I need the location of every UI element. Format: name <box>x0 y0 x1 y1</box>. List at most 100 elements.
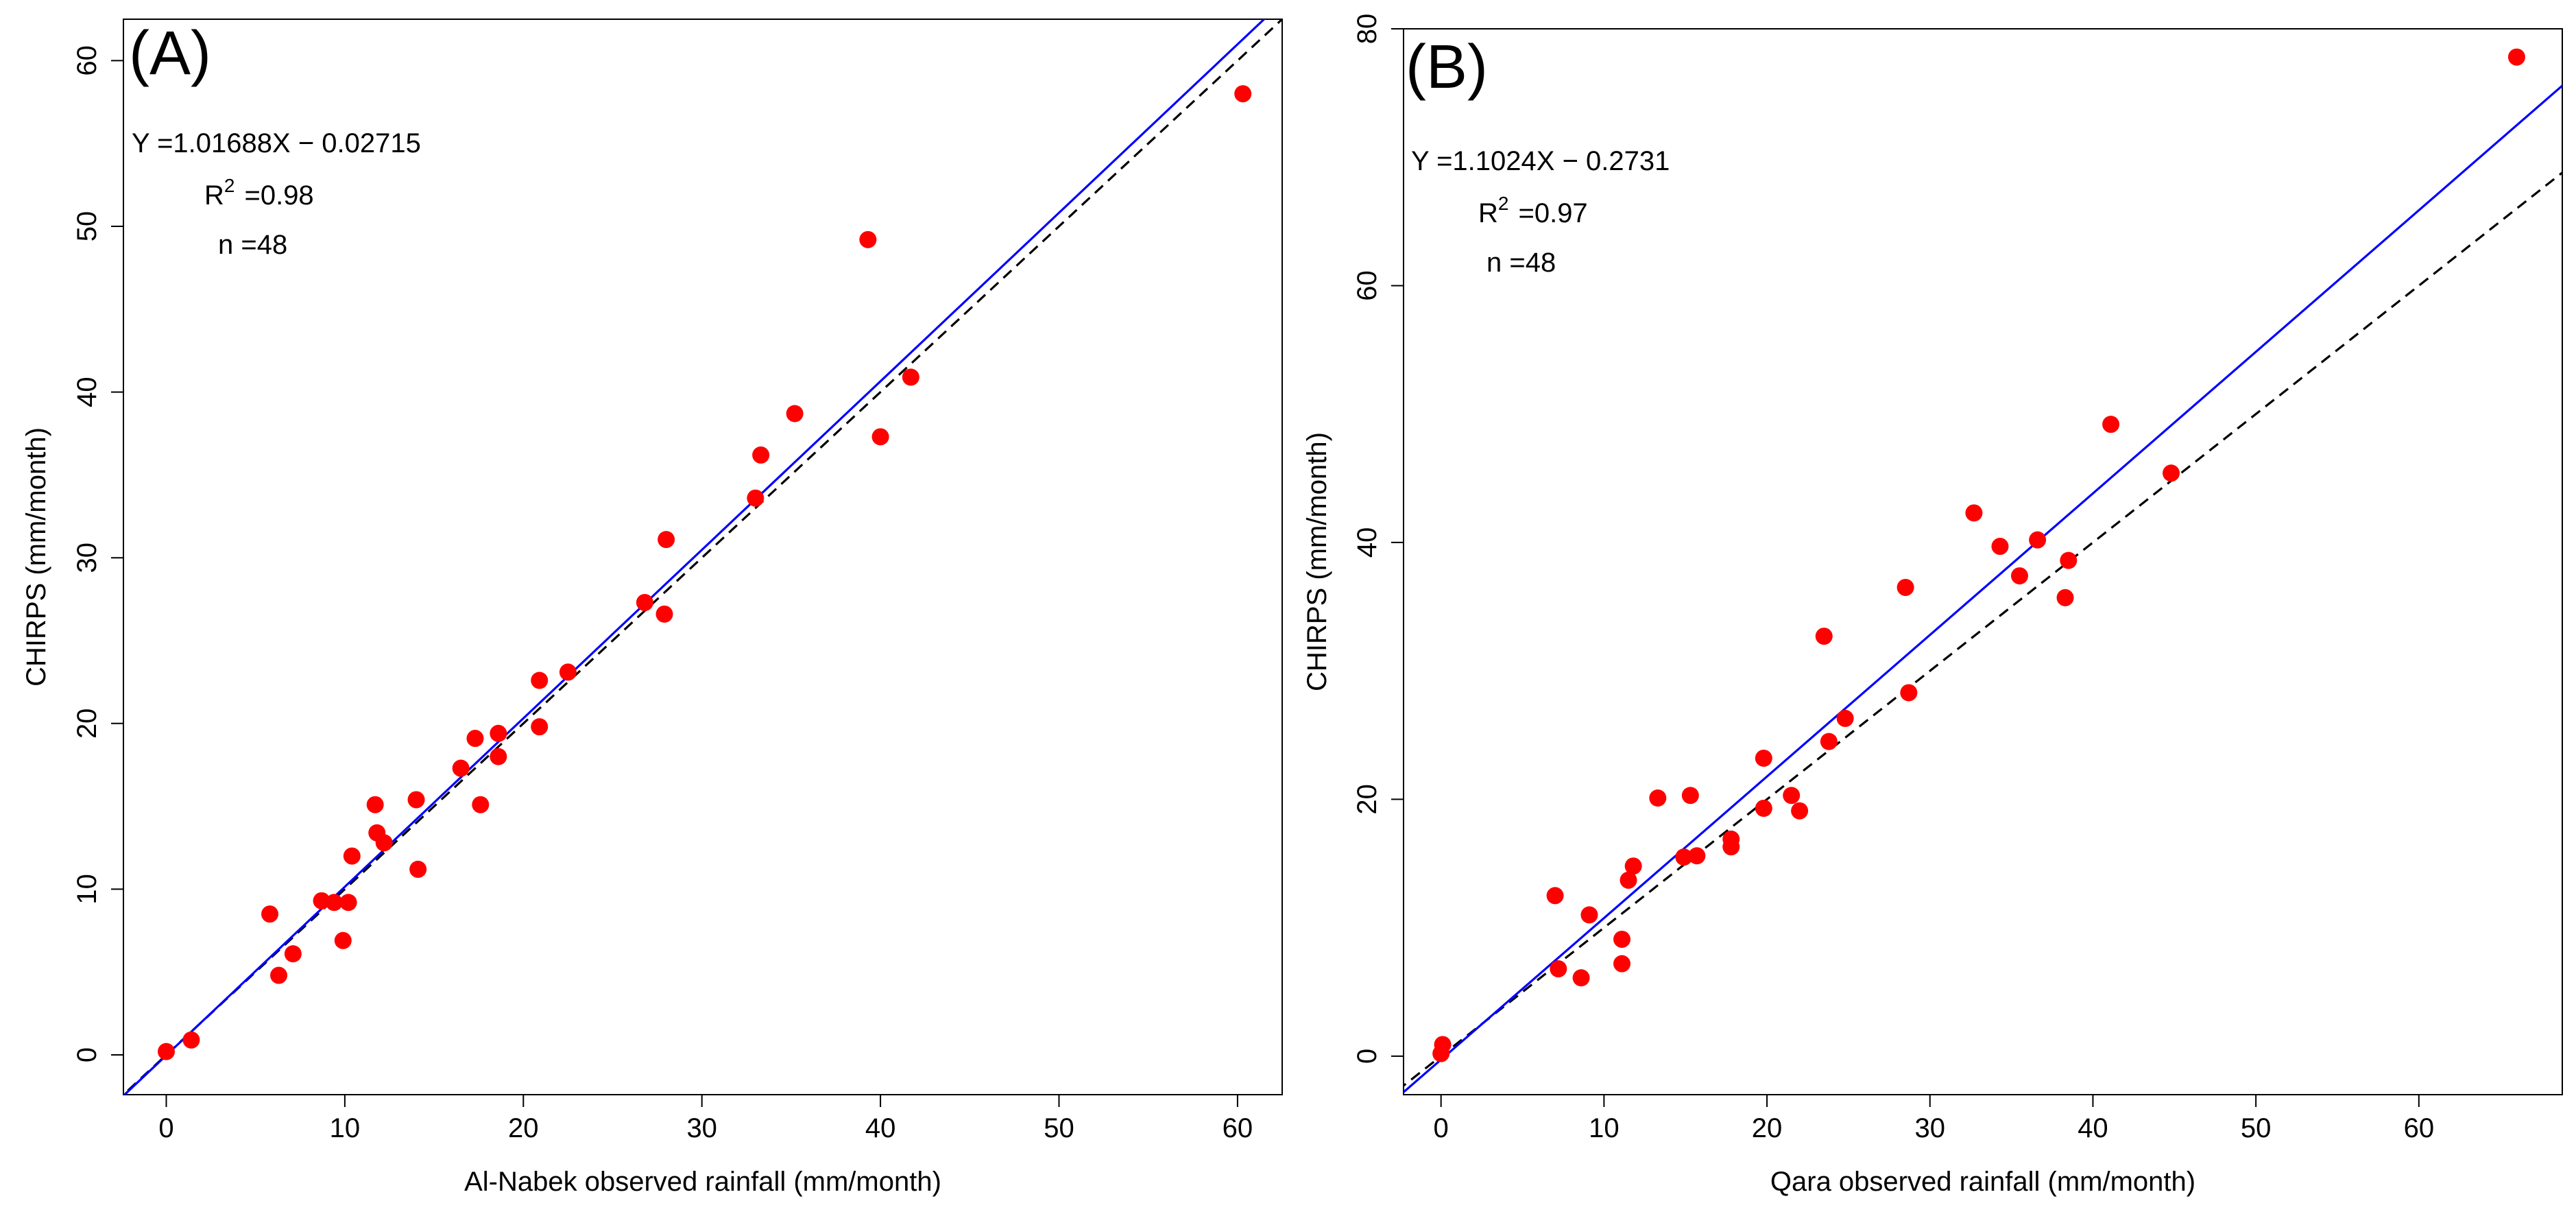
data-point <box>2163 464 2180 482</box>
data-point <box>1897 578 1914 596</box>
data-point <box>270 966 288 984</box>
data-point <box>1722 830 1740 848</box>
x-tick-label: 50 <box>1044 1113 1074 1143</box>
x-tick-label: 20 <box>1752 1113 1783 1143</box>
data-point <box>1550 960 1567 978</box>
r2-value-b: =0.97 <box>1518 198 1587 228</box>
equation-a: Y =1.01688X − 0.02715 <box>132 128 421 158</box>
x-tick-label: 40 <box>2078 1113 2108 1143</box>
y-tick-label: 0 <box>1352 1049 1382 1064</box>
r2-label-a: R2 =0.98 <box>204 175 314 211</box>
regression-line-a <box>123 19 1266 1095</box>
y-axis-label-a: CHIRPS (mm/month) <box>21 427 51 687</box>
axis-ticks-b: 0 10 20 30 40 50 60 0 20 40 60 80 <box>1352 14 2434 1143</box>
x-tick-label: 0 <box>158 1113 173 1143</box>
data-point <box>1820 733 1838 750</box>
data-point <box>157 1043 175 1060</box>
n-label-b: n =48 <box>1486 248 1556 278</box>
data-point <box>871 428 889 446</box>
panel-label-b: (B) <box>1406 33 1488 102</box>
data-point <box>1620 871 1637 889</box>
equation-b: Y =1.1024X − 0.2731 <box>1411 146 1670 176</box>
x-tick-label: 10 <box>330 1113 361 1143</box>
data-points-a <box>157 85 1252 1060</box>
axis-ticks-a: 0 10 20 30 40 50 60 0 10 20 30 40 50 60 <box>72 45 1253 1143</box>
data-point <box>658 531 675 549</box>
y-tick-label: 60 <box>72 45 102 76</box>
data-point <box>1624 857 1642 875</box>
data-point <box>1546 887 1564 905</box>
data-point <box>334 931 352 949</box>
data-points-b <box>1432 48 2525 1062</box>
data-point <box>1649 789 1667 807</box>
data-point <box>1791 802 1809 820</box>
data-point <box>1900 684 1918 702</box>
data-point <box>1991 538 2009 556</box>
data-point <box>2507 48 2525 66</box>
x-tick-label: 40 <box>865 1113 896 1143</box>
x-axis-label-a: Al-Nabek observed rainfall (mm/month) <box>464 1167 941 1197</box>
data-point <box>786 405 804 422</box>
data-point <box>636 593 653 611</box>
data-point <box>2102 416 2120 433</box>
data-point <box>655 605 673 623</box>
y-axis-label-b: CHIRPS (mm/month) <box>1302 432 1332 691</box>
data-point <box>261 905 279 923</box>
data-point <box>1613 930 1631 948</box>
data-point <box>1613 955 1631 973</box>
data-point <box>1836 709 1854 727</box>
data-point <box>1434 1036 1452 1054</box>
data-point <box>2060 551 2078 569</box>
x-tick-label: 60 <box>2404 1113 2435 1143</box>
data-point <box>366 796 384 813</box>
data-point <box>313 892 330 909</box>
data-point <box>2056 588 2074 606</box>
y-tick-label: 80 <box>1352 14 1382 45</box>
one-to-one-line-b <box>1404 171 2562 1087</box>
x-tick-label: 0 <box>1434 1113 1449 1143</box>
r2-letter-b: R <box>1478 198 1498 228</box>
data-point <box>1675 848 1693 866</box>
y-tick-label: 50 <box>72 211 102 242</box>
data-point <box>1234 85 1252 103</box>
r2-value-a: =0.98 <box>244 180 313 211</box>
r2-label-b: R2 =0.97 <box>1478 193 1588 228</box>
y-tick-label: 40 <box>1352 527 1382 558</box>
data-point <box>339 894 357 912</box>
data-point <box>859 230 877 248</box>
x-tick-label: 60 <box>1223 1113 1253 1143</box>
panel-label-a: (A) <box>129 19 211 88</box>
data-point <box>325 894 343 912</box>
r2-letter-a: R <box>204 180 224 211</box>
panel-b: 0 10 20 30 40 50 60 0 20 40 60 80 (B) Y =1.1024X − … <box>1302 14 2563 1197</box>
y-tick-label: 30 <box>72 543 102 573</box>
data-point <box>343 847 361 865</box>
data-point <box>902 368 919 386</box>
data-point <box>1572 969 1590 987</box>
data-point <box>2010 567 2028 585</box>
data-point <box>375 834 393 852</box>
data-point <box>466 730 484 748</box>
y-tick-label: 20 <box>1352 784 1382 815</box>
x-tick-label: 30 <box>686 1113 717 1143</box>
r2-sup-b: 2 <box>1498 193 1509 214</box>
data-point <box>747 489 765 507</box>
panel-a: 0 10 20 30 40 50 60 0 10 20 30 40 50 60 (A) Y =1.0168… <box>21 19 1283 1197</box>
data-point <box>284 945 302 963</box>
data-point <box>1688 847 1706 865</box>
data-point <box>1580 906 1598 924</box>
n-label-a: n =48 <box>218 230 287 260</box>
data-point <box>182 1031 200 1049</box>
data-point <box>1815 628 1833 645</box>
data-point <box>1755 749 1772 767</box>
r2-sup-a: 2 <box>224 175 235 196</box>
data-point <box>559 663 577 681</box>
y-tick-label: 20 <box>72 709 102 739</box>
data-point <box>490 748 507 765</box>
plot-frame-a <box>123 19 1283 1095</box>
data-point <box>531 671 549 689</box>
x-tick-label: 10 <box>1589 1113 1620 1143</box>
y-tick-label: 60 <box>1352 270 1382 301</box>
data-point <box>490 724 507 742</box>
